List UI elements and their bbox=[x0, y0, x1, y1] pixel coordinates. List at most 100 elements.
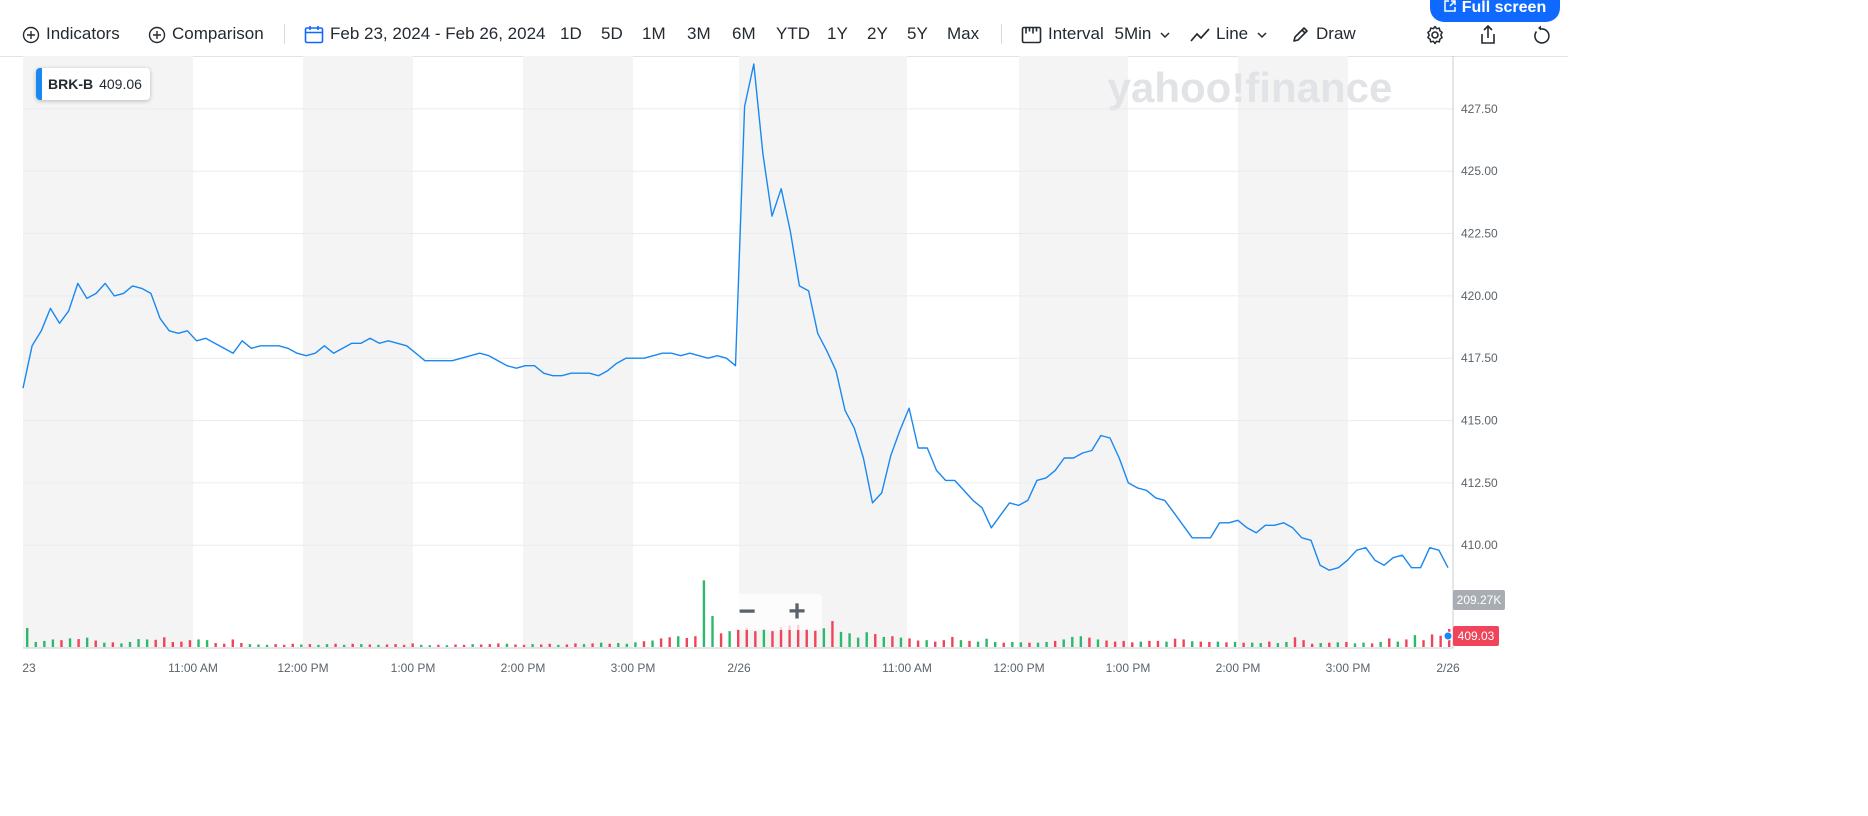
range-2y-button[interactable]: 2Y bbox=[867, 24, 888, 43]
volume-bar bbox=[1165, 641, 1168, 647]
volume-bar bbox=[968, 640, 971, 647]
volume-bar bbox=[360, 644, 363, 647]
zoom-in-button[interactable]: + bbox=[788, 595, 806, 628]
volume-bar bbox=[557, 644, 560, 647]
x-tick-label: 11:00 AM bbox=[882, 661, 932, 675]
volume-bar bbox=[1208, 641, 1211, 647]
range-1d-button[interactable]: 1D bbox=[560, 24, 582, 43]
chart-type-dropdown[interactable]: Line bbox=[1190, 22, 1267, 46]
settings-gear-icon[interactable] bbox=[1424, 24, 1446, 46]
volume-bar bbox=[934, 641, 937, 647]
chevron-down-icon bbox=[1160, 31, 1170, 39]
volume-bar bbox=[1045, 641, 1048, 647]
volume-bar bbox=[334, 643, 337, 647]
volume-bar bbox=[60, 640, 63, 647]
volume-bar bbox=[145, 639, 149, 647]
volume-bar bbox=[848, 633, 851, 647]
volume-bar bbox=[26, 627, 29, 647]
volume-bar bbox=[1439, 635, 1442, 647]
fullscreen-button[interactable]: Full screen bbox=[1430, 0, 1560, 22]
volume-bar bbox=[248, 644, 252, 647]
volume-bar bbox=[1156, 640, 1160, 647]
volume-bar bbox=[163, 637, 166, 647]
volume-bar bbox=[634, 642, 637, 647]
volume-bar bbox=[1131, 642, 1134, 647]
range-1m-button[interactable]: 1M bbox=[642, 24, 666, 43]
y-tick-label: 412.50 bbox=[1461, 476, 1498, 490]
volume-bar bbox=[796, 624, 800, 647]
volume-bar bbox=[822, 628, 826, 647]
volume-bar bbox=[574, 643, 577, 647]
volume-bar bbox=[1345, 641, 1348, 647]
share-icon[interactable] bbox=[1477, 24, 1499, 46]
volume-bar bbox=[1002, 642, 1005, 647]
volume-bar bbox=[488, 644, 491, 647]
volume-bar bbox=[1362, 642, 1365, 647]
x-tick-label: 3:00 PM bbox=[1326, 661, 1371, 675]
range-1y-button[interactable]: 1Y bbox=[827, 24, 848, 43]
draw-label: Draw bbox=[1316, 24, 1356, 43]
session-band bbox=[1019, 56, 1128, 648]
volume-bar bbox=[719, 633, 723, 647]
volume-bar bbox=[908, 638, 911, 647]
volume-bar bbox=[1336, 642, 1340, 647]
volume-bar bbox=[154, 639, 157, 647]
x-tick-label: 11:00 AM bbox=[168, 661, 218, 675]
volume-bar bbox=[137, 639, 140, 647]
y-tick-label: 420.00 bbox=[1461, 289, 1498, 303]
volume-bar bbox=[1122, 640, 1125, 647]
indicators-button[interactable]: Indicators bbox=[22, 22, 120, 46]
volume-bar bbox=[394, 644, 397, 647]
volume-bar bbox=[677, 636, 680, 647]
volume-bar bbox=[1139, 641, 1143, 647]
volume-bar bbox=[368, 644, 372, 647]
last-price-label: 409.03 bbox=[1458, 629, 1495, 643]
y-tick-label: 417.50 bbox=[1461, 351, 1498, 365]
comparison-button[interactable]: Comparison bbox=[148, 22, 264, 46]
volume-bar bbox=[685, 638, 689, 647]
x-tick-label: 2/26 bbox=[727, 661, 751, 675]
volume-bar bbox=[1250, 642, 1254, 647]
y-tick-label: 427.50 bbox=[1461, 102, 1498, 116]
volume-bar bbox=[103, 642, 106, 647]
ruler-icon bbox=[1021, 26, 1042, 44]
volume-bar bbox=[325, 644, 329, 647]
x-tick-label: 23 bbox=[22, 661, 36, 675]
pencil-icon bbox=[1291, 25, 1310, 44]
date-range-picker[interactable]: Feb 23, 2024 - Feb 26, 2024 bbox=[304, 22, 546, 46]
volume-bar bbox=[223, 643, 226, 647]
range-max-button[interactable]: Max bbox=[947, 24, 980, 43]
price-chart[interactable]: yahoo!finance 427.50 425.00 422.50 420.00 417… bbox=[0, 56, 1568, 686]
zoom-out-button[interactable]: − bbox=[738, 595, 756, 628]
volume-bar bbox=[582, 644, 586, 647]
volume-bar bbox=[702, 580, 706, 647]
range-6m-button[interactable]: 6M bbox=[732, 24, 756, 43]
yahoo-finance-watermark: yahoo!finance bbox=[1108, 64, 1393, 111]
volume-bar bbox=[745, 627, 748, 647]
volume-bar bbox=[214, 643, 217, 647]
volume-bar bbox=[420, 644, 423, 647]
volume-bar bbox=[197, 639, 200, 647]
volume-bar bbox=[539, 644, 543, 647]
volume-bar bbox=[1028, 642, 1031, 647]
expand-icon bbox=[1444, 0, 1456, 17]
volume-bar bbox=[428, 645, 432, 647]
chart-type-label: Line bbox=[1216, 24, 1249, 43]
x-tick-label: 2:00 PM bbox=[1216, 661, 1261, 675]
indicators-label: Indicators bbox=[46, 24, 120, 43]
x-tick-label: 12:00 PM bbox=[277, 661, 328, 675]
volume-bar bbox=[497, 643, 500, 647]
date-range-label: Feb 23, 2024 - Feb 26, 2024 bbox=[330, 24, 546, 43]
range-5y-button[interactable]: 5Y bbox=[907, 24, 928, 43]
reset-icon[interactable] bbox=[1530, 24, 1552, 46]
range-5d-button[interactable]: 5D bbox=[601, 24, 623, 43]
plus-circle-icon bbox=[148, 26, 166, 44]
interval-dropdown[interactable]: Interval 5Min bbox=[1021, 22, 1170, 46]
volume-bar bbox=[1113, 641, 1117, 647]
volume-bar bbox=[462, 644, 466, 647]
range-3m-button[interactable]: 3M bbox=[687, 24, 711, 43]
draw-button[interactable]: Draw bbox=[1291, 22, 1356, 46]
volume-bar bbox=[308, 644, 312, 647]
range-ytd-button[interactable]: YTD bbox=[776, 24, 810, 43]
last-price-dot bbox=[1443, 631, 1453, 641]
